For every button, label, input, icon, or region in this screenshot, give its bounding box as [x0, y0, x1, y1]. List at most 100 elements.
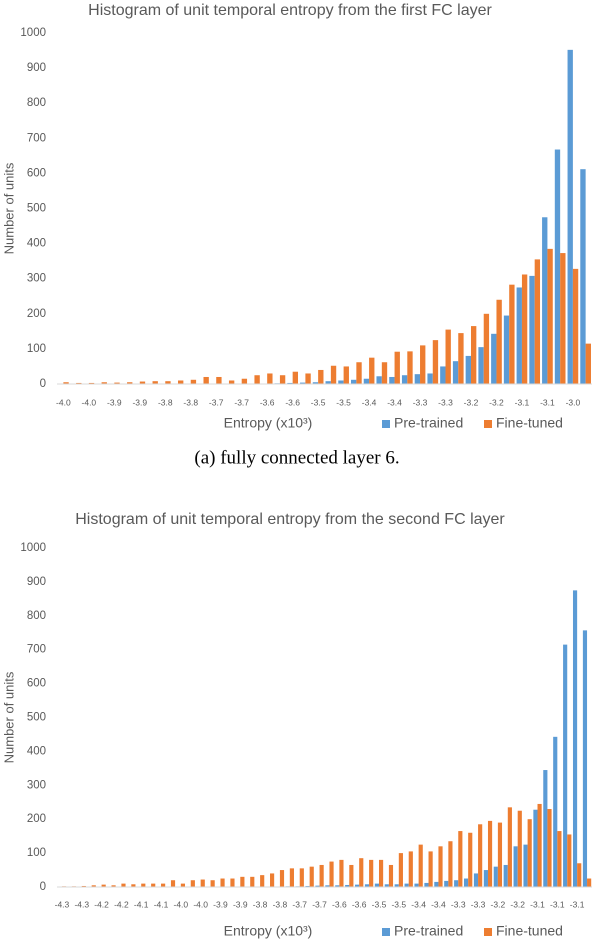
bar [339, 859, 344, 887]
bar [547, 809, 552, 887]
bar [384, 884, 389, 887]
bar [438, 846, 443, 887]
y-tick-label: 300 [27, 273, 46, 285]
bar [178, 380, 184, 384]
bar [533, 809, 538, 887]
x-tick-label: -3.3 [438, 397, 453, 407]
x-tick-label: -3.2 [464, 397, 479, 407]
bar [553, 736, 558, 887]
bar [292, 371, 299, 384]
bar [114, 382, 120, 384]
bar [165, 381, 171, 384]
bar [319, 864, 324, 887]
bar [200, 879, 205, 887]
bar [190, 880, 195, 887]
x-tick-label: -3.7 [312, 899, 327, 909]
bar [534, 259, 541, 384]
bar [141, 883, 146, 887]
x-tick-label: -3.9 [213, 899, 228, 909]
bar [230, 878, 235, 887]
y-tick-label: 900 [27, 62, 46, 74]
bar [378, 859, 384, 887]
legend-label: Fine-tuned [496, 415, 563, 431]
legend-swatch [382, 928, 390, 936]
x-tick-label: -4.0 [193, 899, 208, 909]
y-tick-label: 500 [27, 203, 46, 215]
bar [407, 351, 413, 384]
bar [81, 885, 86, 887]
bar [470, 326, 477, 384]
bar [463, 878, 469, 887]
bar [424, 882, 429, 887]
y-tick-label: 700 [27, 132, 46, 144]
caption: (a) fully connected layer 6. [194, 447, 399, 468]
bar [254, 375, 260, 384]
bar [465, 355, 471, 384]
bar [315, 885, 320, 887]
legend-label: Fine-tuned [496, 923, 563, 939]
y-axis-label: Number of units [1, 162, 16, 254]
y-tick-label: 800 [27, 97, 46, 109]
bar [139, 381, 146, 384]
x-tick-label: -3.1 [540, 397, 555, 407]
bar [374, 883, 379, 887]
bar [507, 807, 512, 887]
x-tick-label: -3.1 [550, 899, 565, 909]
x-tick-label: -3.9 [132, 397, 147, 407]
bar [585, 343, 591, 384]
bar [560, 253, 566, 384]
x-tick-label: -4.2 [94, 899, 109, 909]
x-tick-label: -3.5 [311, 397, 326, 407]
bar [427, 373, 433, 384]
bar [567, 834, 572, 887]
bar [513, 846, 518, 887]
bar [587, 878, 592, 887]
bar [325, 381, 331, 384]
bar [582, 630, 588, 887]
bar [408, 851, 413, 887]
x-tick-label: -3.0 [566, 397, 581, 407]
bar [364, 884, 370, 887]
x-tick-label: -3.4 [431, 899, 446, 909]
bar [529, 275, 535, 384]
bar [260, 875, 265, 887]
x-tick-label: -4.3 [74, 899, 89, 909]
bar [428, 851, 433, 887]
bar [152, 381, 158, 384]
bar [554, 149, 561, 384]
bar [279, 870, 285, 887]
bar [151, 883, 156, 887]
bar [503, 315, 510, 384]
bar [241, 378, 248, 384]
x-axis-label: Entropy (x10³) [224, 415, 313, 431]
bar [577, 863, 582, 887]
bar [170, 880, 176, 887]
x-tick-label: -3.9 [233, 899, 248, 909]
bar [537, 803, 542, 887]
x-tick-label: -3.3 [451, 899, 466, 909]
bar [228, 380, 235, 384]
x-tick-label: -4.0 [56, 397, 71, 407]
y-tick-label: 100 [27, 847, 46, 859]
x-tick-label: -3.8 [158, 397, 173, 407]
bar [299, 868, 304, 887]
x-tick-label: -3.7 [292, 899, 307, 909]
bar [220, 878, 225, 887]
y-tick-label: 600 [27, 167, 46, 179]
bar [478, 824, 483, 887]
x-tick-label: -3.4 [411, 899, 426, 909]
y-tick-label: 400 [27, 238, 46, 250]
y-tick-label: 0 [40, 881, 46, 893]
y-tick-label: 200 [27, 813, 46, 825]
x-tick-label: -3.1 [570, 899, 585, 909]
y-axis-label: Number of units [1, 671, 16, 763]
bar [557, 831, 562, 887]
bar [343, 366, 349, 384]
chart-title: Histogram of unit temporal entropy from … [88, 2, 492, 19]
bar [345, 884, 350, 887]
bar [318, 369, 324, 384]
y-tick-label: 100 [27, 343, 46, 355]
x-tick-label: -4.0 [82, 397, 97, 407]
bar [363, 378, 370, 384]
bar [493, 866, 498, 887]
